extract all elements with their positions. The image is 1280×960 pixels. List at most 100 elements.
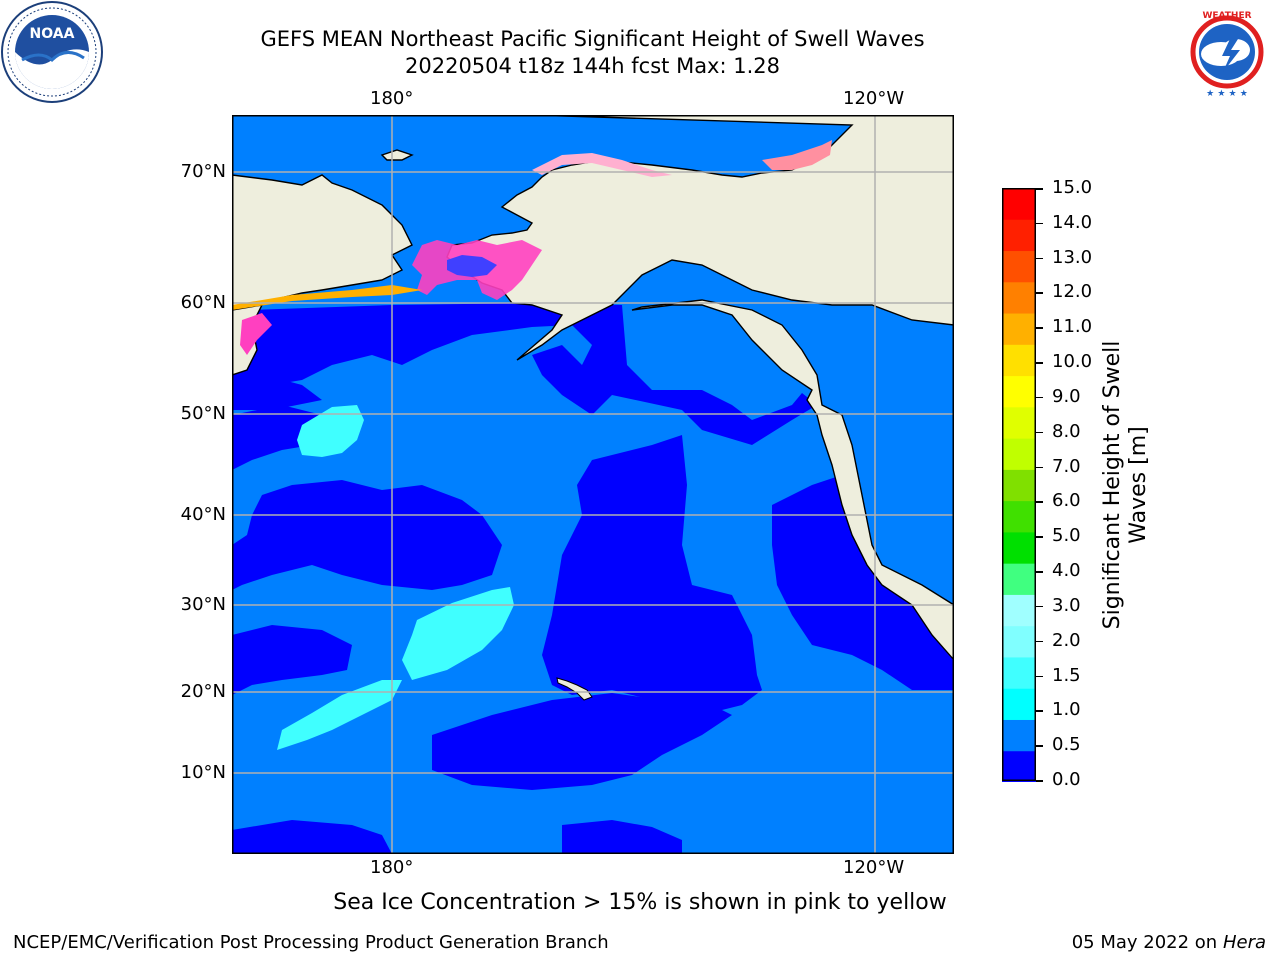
colorbar-tick-label: 5.0	[1052, 525, 1081, 547]
swell-region-low-southwest	[232, 625, 352, 695]
colorbar-band	[1002, 750, 1036, 782]
sea-ice-beaufort	[762, 140, 832, 170]
lat-label-20n: 20°N	[180, 681, 226, 702]
colorbar-band	[1002, 688, 1036, 720]
lat-label-50n: 50°N	[180, 403, 226, 424]
colorbar-band	[1002, 563, 1036, 595]
colorbar-tick-mark	[1036, 222, 1043, 225]
map-subtitle: 20220504 t18z 144h fcst Max: 1.28	[405, 54, 780, 78]
colorbar-title: Significant Height of Swell Waves [m]	[1100, 341, 1152, 630]
lon-label-top-120w: 120°W	[843, 88, 905, 109]
colorbar-tick-label: 8.0	[1052, 420, 1081, 442]
noaa-logo: NOAA	[1, 1, 103, 103]
footer-credit: NCEP/EMC/Verification Post Processing Pr…	[13, 932, 609, 953]
lat-label-10n: 10°N	[180, 762, 226, 783]
colorbar-tick-mark	[1036, 257, 1043, 260]
colorbar-tick-label: 9.0	[1052, 385, 1081, 407]
swell-region-low-north	[232, 303, 817, 445]
swell-region-low-bottom-mid	[562, 820, 682, 854]
colorbar-tick-mark	[1036, 605, 1043, 608]
lon-label-bottom-120w: 120°W	[843, 857, 905, 878]
colorbar-tick-label: 10.0	[1052, 351, 1093, 373]
colorbar-tick-mark	[1036, 396, 1043, 399]
colorbar-band	[1002, 500, 1036, 533]
colorbar-tick-label: 12.0	[1052, 281, 1093, 303]
lat-label-30n: 30°N	[180, 594, 226, 615]
colorbar-tick-label: 1.0	[1052, 699, 1081, 721]
map-border	[232, 115, 954, 854]
colorbar-tick-mark	[1036, 536, 1043, 538]
swell-region-low-bottom	[232, 820, 392, 854]
colorbar-title-line1: Significant Height of Swell	[1100, 340, 1125, 630]
colorbar-tick-mark	[1036, 640, 1043, 643]
colorbar-tick-mark	[1036, 780, 1043, 782]
colorbar-tick-label: 14.0	[1052, 211, 1093, 233]
map-panel	[232, 115, 954, 854]
swell-patch-cyan-southwest	[277, 680, 402, 750]
swell-patch-cyan-north	[297, 405, 364, 457]
colorbar-band	[1002, 250, 1036, 283]
colorbar-tick-mark	[1036, 571, 1043, 573]
sea-ice-kamchatka-edge	[240, 313, 272, 355]
swell-region-low-east	[772, 475, 954, 690]
colorbar-tick-mark	[1036, 710, 1043, 712]
lat-label-60n: 60°N	[180, 292, 226, 313]
colorbar-tick-mark	[1036, 466, 1043, 469]
swell-region-low-west	[232, 480, 502, 590]
colorbar-band	[1002, 375, 1036, 408]
swell-region-low-central	[542, 435, 762, 715]
svg-text:★ ★ ★ ★: ★ ★ ★ ★	[1206, 89, 1248, 99]
footer-date-text: 05 May 2022 on	[1071, 932, 1218, 953]
swell-region-low-northwest	[232, 370, 322, 410]
colorbar-band	[1002, 344, 1036, 377]
colorbar-band	[1002, 188, 1036, 220]
colorbar-tick-label: 0.5	[1052, 734, 1081, 756]
land-hawaii	[556, 677, 593, 701]
colorbar-tick-label: 0.0	[1052, 769, 1081, 790]
colorbar-tick-mark	[1036, 292, 1043, 294]
lat-label-40n: 40°N	[180, 504, 226, 525]
colorbar-band	[1002, 219, 1036, 252]
colorbar	[1002, 188, 1036, 782]
colorbar-band	[1002, 656, 1036, 689]
colorbar-tick-label: 1.5	[1052, 664, 1081, 686]
colorbar-tick-mark	[1036, 501, 1043, 503]
lon-label-top-180: 180°	[370, 88, 414, 109]
swell-patch-cyan-central	[402, 587, 514, 680]
colorbar-band	[1002, 281, 1036, 314]
sea-ice-bering-inner	[447, 255, 497, 277]
sea-ice-west-coast	[232, 285, 422, 310]
land-wrangel-island	[380, 149, 414, 161]
colorbar-band	[1002, 531, 1036, 564]
colorbar-band	[1002, 594, 1036, 627]
graticule	[232, 115, 954, 854]
svg-text:NOAA: NOAA	[30, 26, 75, 42]
colorbar-tick-label: 7.0	[1052, 455, 1081, 477]
footer-host: Hera	[1222, 932, 1266, 953]
colorbar-title-line2: Waves [m]	[1126, 426, 1151, 544]
colorbar-tick-label: 11.0	[1052, 316, 1093, 338]
colorbar-tick-mark	[1036, 431, 1043, 434]
colorbar-band	[1002, 406, 1036, 439]
footer-date: 05 May 2022 on Hera	[1072, 932, 1266, 953]
colorbar-tick-mark	[1036, 188, 1043, 190]
colorbar-band	[1002, 625, 1036, 658]
lon-label-bottom-180: 180°	[370, 857, 414, 878]
colorbar-tick-label: 2.0	[1052, 629, 1081, 651]
sea-ice-caption: Sea Ice Concentration > 15% is shown in …	[333, 890, 947, 915]
colorbar-tick-label: 4.0	[1052, 560, 1081, 582]
colorbar-tick-mark	[1036, 745, 1043, 747]
colorbar-tick-label: 6.0	[1052, 490, 1081, 512]
nws-logo: WEATHER ★ ★ ★ ★	[1181, 6, 1273, 99]
svg-text:WEATHER: WEATHER	[1202, 11, 1251, 21]
colorbar-tick-label: 13.0	[1052, 246, 1093, 268]
map-title: GEFS MEAN Northeast Pacific Significant …	[260, 27, 925, 51]
colorbar-band	[1002, 313, 1036, 345]
colorbar-band	[1002, 469, 1036, 502]
colorbar-tick-mark	[1036, 362, 1043, 364]
colorbar-tick-label: 3.0	[1052, 594, 1081, 616]
colorbar-tick-label: 15.0	[1052, 177, 1093, 198]
colorbar-tick-mark	[1036, 675, 1043, 678]
swell-region-low-south	[432, 693, 732, 790]
sea-ice-chukchi-edge	[532, 153, 672, 177]
